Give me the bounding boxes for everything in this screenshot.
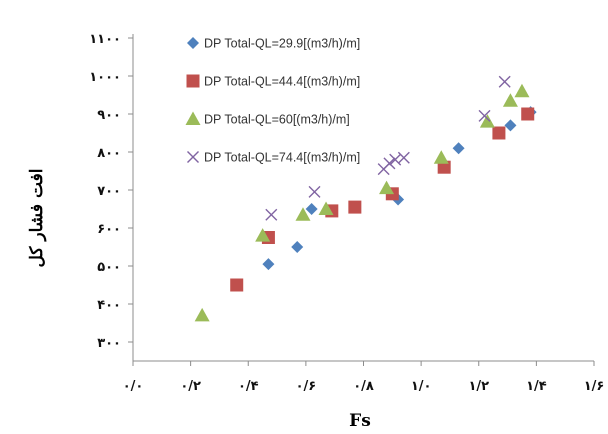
y-tick-label: ۶۰۰ [97,222,121,237]
legend-marker-x [187,151,199,163]
data-point-triangle [318,201,334,215]
y-tick-label: ۴۰۰ [97,298,121,313]
data-point-diamond [291,241,304,253]
data-point-x [478,109,491,122]
data-point-diamond [452,142,465,155]
data-point-square [492,126,506,140]
legend-label: DP Total-QL=29.9[(m3/h)/m] [204,37,360,51]
y-tick-label: ۵۰۰ [97,260,121,275]
data-point-triangle [295,207,311,221]
y-tick-label: ۳۰۰ [97,336,121,351]
x-tick-labels: ۰/۰ ۰/۲ ۰/۴ ۰/۶ ۰/۸ ۱/۰ ۱/۲ ۱/۴ ۱/۶ [123,379,605,394]
data-points [194,75,537,322]
x-tick-label: ۱/۰ [411,379,432,394]
data-point-square [230,278,244,292]
y-tick-label: ۷۰۰ [97,184,121,199]
legend: DP Total-QL=29.9[(m3/h)/m] DP Total-QL=44… [185,37,360,165]
data-point-triangle [479,114,495,128]
data-point-triangle [379,180,395,195]
data-point-diamond [305,203,318,215]
y-axis-title: افت فشار کل [27,168,47,267]
data-point-diamond [262,258,275,271]
legend-label: DP Total-QL=44.4[(m3/h)/m] [204,75,360,89]
x-tick-label: ۰/۲ [180,379,201,394]
data-point-x [498,75,511,88]
data-point-x [397,151,410,164]
x-tick-label: ۰/۸ [353,379,374,394]
data-point-x [265,208,278,221]
data-point-square [437,160,451,174]
x-tick-label: ۱/۲ [468,379,489,394]
x-tick-label: ۰/۴ [238,379,259,394]
x-tick-label: ۱/۴ [526,379,547,394]
data-point-triangle [255,228,271,242]
x-tick-label: ۰/۰ [123,379,144,394]
x-axis-title: Fs [349,411,371,431]
x-tick-label: ۱/۶ [584,379,605,394]
x-tick-label: ۰/۶ [296,379,317,394]
y-tick-labels: ۳۰۰ ۴۰۰ ۵۰۰ ۶۰۰ ۷۰۰ ۸۰۰ ۹۰۰ ۱۰۰۰ ۱۱۰۰ [89,32,121,351]
data-point-triangle [433,150,449,164]
data-point-triangle [502,93,518,107]
data-point-triangle [514,83,530,98]
y-tick-label: ۹۰۰ [97,108,121,123]
data-point-square [521,107,535,121]
y-tick-label: ۸۰۰ [97,146,121,161]
axes [128,34,595,366]
y-tick-label: ۱۰۰۰ [89,70,121,85]
legend-marker-triangle [185,111,201,125]
data-point-triangle [194,307,210,322]
data-point-x [383,157,396,170]
data-point-diamond [504,119,517,132]
legend-label: DP Total-QL=60[(m3/h)/m] [204,113,350,127]
legend-marker-diamond [187,37,199,49]
y-tick-label: ۱۱۰۰ [89,32,121,47]
legend-marker-square [186,74,200,88]
legend-label: DP Total-QL=74.4[(m3/h)/m] [204,151,360,165]
data-point-square [348,200,362,214]
data-point-x [308,185,321,198]
